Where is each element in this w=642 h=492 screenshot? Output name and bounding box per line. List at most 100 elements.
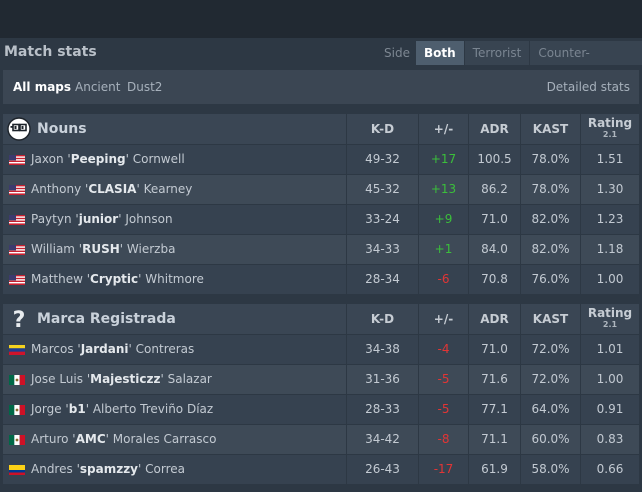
player-nickname: CLASIA (88, 182, 137, 196)
player-plus-minus: -6 (418, 265, 468, 294)
player-kd: 45-32 (346, 175, 418, 204)
player-row: William 'RUSH' Wierzba 34-33 +1 84.0 82.0% 1.… (3, 234, 639, 264)
player-rating: 0.83 (580, 425, 639, 454)
player-first-name: Arturo (31, 432, 69, 446)
us-flag-icon (9, 245, 25, 255)
player-row: Jose Luis 'Majesticzz' Salazar 31-36 -5 71.… (3, 364, 639, 394)
player-adr: 61.9 (468, 455, 520, 484)
nouns-glasses-icon (7, 117, 31, 141)
map-tab-all-maps[interactable]: All maps (13, 80, 72, 94)
detailed-stats-link[interactable]: Detailed stats (546, 80, 630, 94)
player-first-name: William (31, 242, 75, 256)
player-kast: 58.0% (520, 455, 580, 484)
player-row: Arturo 'AMC' Morales Carrasco 34-42 -8 71.1… (3, 424, 639, 454)
player-kd: 28-34 (346, 265, 418, 294)
player-kd: 34-38 (346, 335, 418, 364)
side-selector: Both Terrorist Counter-Terrorist (416, 41, 642, 84)
player-last-name: Whitmore (145, 272, 204, 286)
player-plus-minus: -5 (418, 365, 468, 394)
player-name[interactable]: Paytyn 'junior' Johnson (3, 205, 346, 234)
player-name[interactable]: Jaxon 'Peeping' Cornwell (3, 145, 346, 174)
player-kd: 31-36 (346, 365, 418, 394)
player-name[interactable]: William 'RUSH' Wierzba (3, 235, 346, 264)
mexico-flag-icon (9, 375, 25, 385)
player-kast: 72.0% (520, 335, 580, 364)
map-tab-dust2[interactable]: Dust2 (127, 80, 163, 94)
player-kd: 28-33 (346, 395, 418, 424)
rating-label: Rating (587, 306, 633, 320)
column-kast: KAST (520, 304, 580, 334)
player-kast: 64.0% (520, 395, 580, 424)
player-nickname: Cryptic (90, 272, 139, 286)
top-band (0, 0, 642, 38)
player-last-name: Johnson (125, 212, 173, 226)
player-last-name: Morales Carrasco (112, 432, 217, 446)
column-rating: Rating 2.1 (580, 304, 639, 334)
player-adr: 84.0 (468, 235, 520, 264)
column-plus-minus: +/- (418, 114, 468, 144)
player-adr: 71.1 (468, 425, 520, 454)
player-last-name: Wierzba (126, 242, 176, 256)
player-first-name: Jaxon (31, 152, 64, 166)
player-plus-minus: -17 (418, 455, 468, 484)
player-kast: 60.0% (520, 425, 580, 454)
side-option-counter-terrorist[interactable]: Counter-Terrorist (530, 41, 642, 84)
team-header: Nouns K-D +/- ADR KAST Rating 2.1 (3, 114, 639, 144)
player-name[interactable]: Andres 'spamzzy' Correa (3, 455, 346, 484)
player-row: Matthew 'Cryptic' Whitmore 28-34 -6 70.8 76.… (3, 264, 639, 294)
team-name-cell: Nouns (3, 114, 346, 144)
player-name[interactable]: Jorge 'b1' Alberto Treviño Díaz (3, 395, 346, 424)
player-rating: 0.91 (580, 395, 639, 424)
player-first-name: Matthew (31, 272, 83, 286)
rating-label: Rating (587, 116, 633, 130)
player-name[interactable]: Anthony 'CLASIA' Kearney (3, 175, 346, 204)
team-name[interactable]: Nouns (37, 121, 87, 137)
player-row: Jaxon 'Peeping' Cornwell 49-32 +17 100.5 78.… (3, 144, 639, 174)
player-kast: 72.0% (520, 365, 580, 394)
side-option-terrorist[interactable]: Terrorist (464, 41, 531, 65)
player-kd: 34-42 (346, 425, 418, 454)
player-row: Andres 'spamzzy' Correa 26-43 -17 61.9 58.0%… (3, 454, 639, 484)
player-kd: 26-43 (346, 455, 418, 484)
team-header: ? Marca Registrada K-D +/- ADR KAST Rating 2.1 (3, 304, 639, 334)
player-plus-minus: +9 (418, 205, 468, 234)
player-kast: 76.0% (520, 265, 580, 294)
player-name[interactable]: Arturo 'AMC' Morales Carrasco (3, 425, 346, 454)
player-nickname: RUSH (82, 242, 120, 256)
team-name[interactable]: Marca Registrada (37, 311, 176, 327)
player-rating: 1.30 (580, 175, 639, 204)
player-kd: 33-24 (346, 205, 418, 234)
side-option-both[interactable]: Both (416, 41, 465, 65)
player-first-name: Jose Luis (31, 372, 83, 386)
player-plus-minus: -4 (418, 335, 468, 364)
rating-version: 2.1 (602, 320, 618, 329)
player-adr: 71.0 (468, 335, 520, 364)
player-last-name: Kearney (143, 182, 193, 196)
player-name[interactable]: Marcos 'Jardani' Contreras (3, 335, 346, 364)
column-rating: Rating 2.1 (580, 114, 639, 144)
venezuela-flag-icon (9, 345, 25, 355)
mexico-flag-icon (9, 405, 25, 415)
column-kd: K-D (346, 114, 418, 144)
player-row: Jorge 'b1' Alberto Treviño Díaz 28-33 -5 77… (3, 394, 639, 424)
column-kast: KAST (520, 114, 580, 144)
player-row: Anthony 'CLASIA' Kearney 45-32 +13 86.2 78.0… (3, 174, 639, 204)
colombia-flag-icon (9, 465, 25, 475)
player-plus-minus: +1 (418, 235, 468, 264)
player-adr: 86.2 (468, 175, 520, 204)
team-name-cell: ? Marca Registrada (3, 304, 346, 334)
column-adr: ADR (468, 114, 520, 144)
player-first-name: Andres (31, 462, 73, 476)
player-name[interactable]: Jose Luis 'Majesticzz' Salazar (3, 365, 346, 394)
player-first-name: Paytyn (31, 212, 72, 226)
column-kd: K-D (346, 304, 418, 334)
player-row: Marcos 'Jardani' Contreras 34-38 -4 71.0 72.… (3, 334, 639, 364)
player-rating: 0.66 (580, 455, 639, 484)
match-stats-header: Match stats Side Both Terrorist Counter-… (0, 38, 642, 84)
page-title: Match stats (4, 44, 97, 60)
player-name[interactable]: Matthew 'Cryptic' Whitmore (3, 265, 346, 294)
us-flag-icon (9, 275, 25, 285)
player-kast: 82.0% (520, 235, 580, 264)
us-flag-icon (9, 155, 25, 165)
map-tab-ancient[interactable]: Ancient (75, 80, 121, 94)
